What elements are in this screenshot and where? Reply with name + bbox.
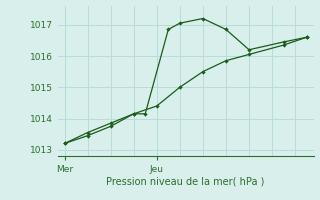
X-axis label: Pression niveau de la mer( hPa ): Pression niveau de la mer( hPa )	[107, 177, 265, 187]
